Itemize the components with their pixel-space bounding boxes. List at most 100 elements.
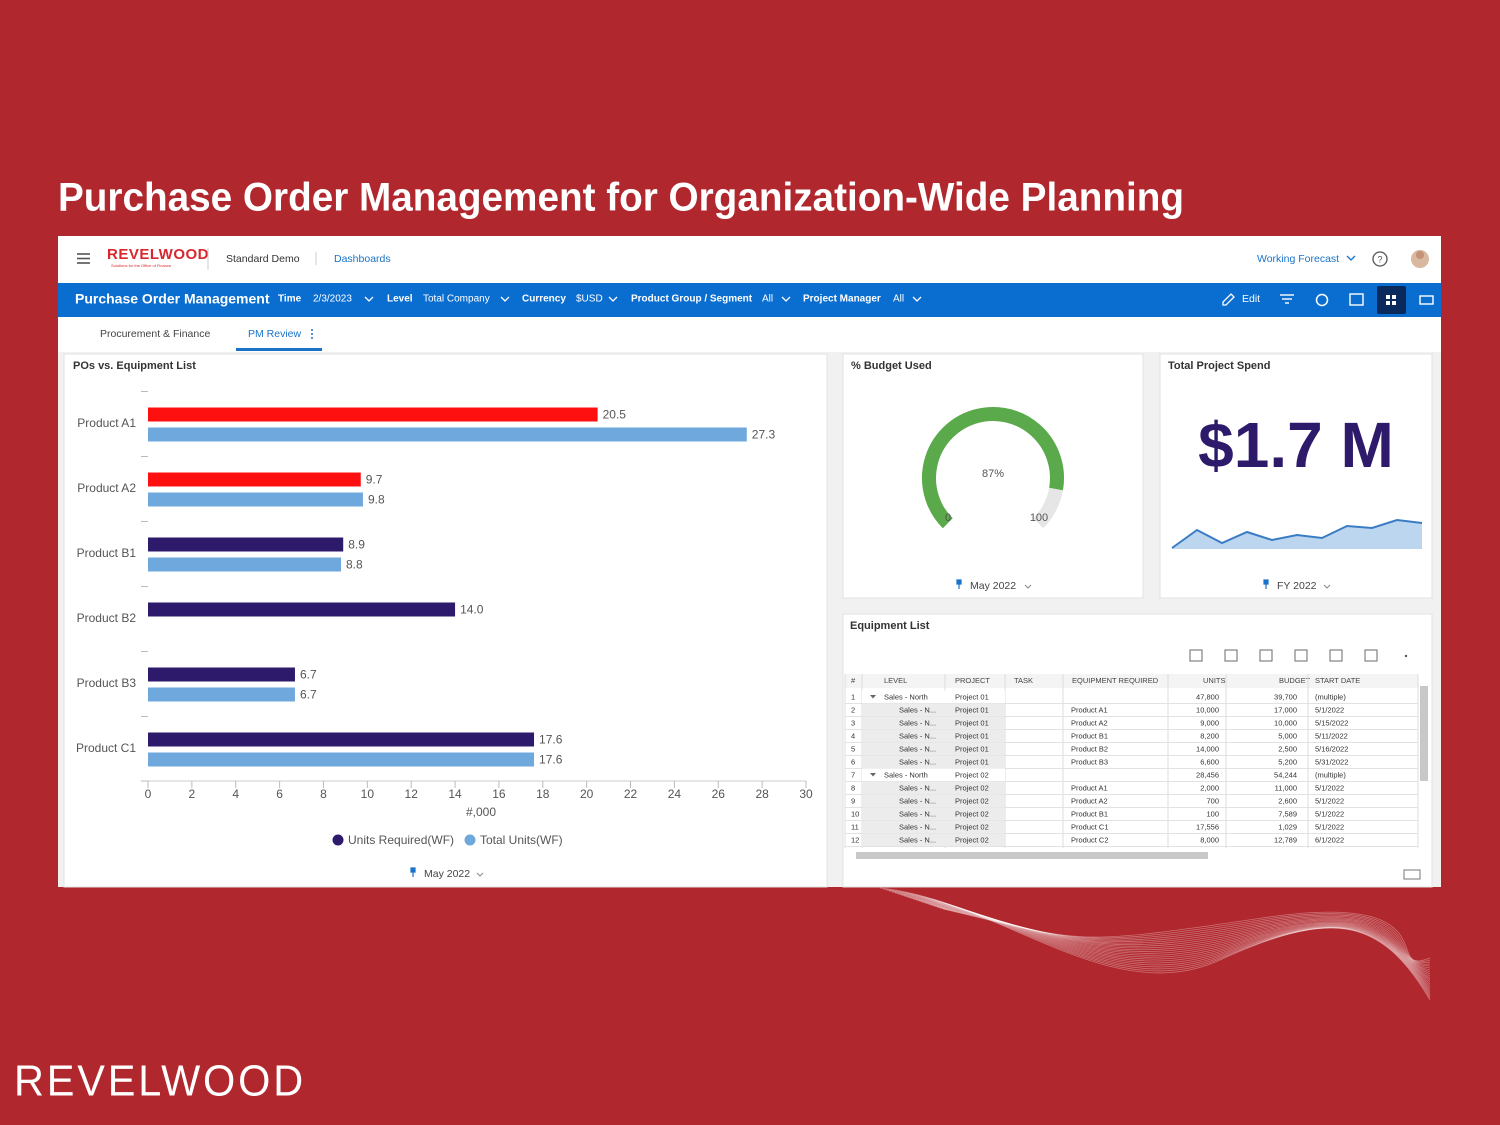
- row-bg: [862, 781, 1005, 795]
- x-tick-label: 30: [799, 787, 813, 801]
- tab-menu[interactable]: [311, 329, 313, 339]
- h-scrollbar[interactable]: [856, 852, 1208, 859]
- table-cell: 5/16/2022: [1315, 744, 1348, 753]
- column-header[interactable]: BUDGET: [1279, 676, 1311, 685]
- chevron[interactable]: [500, 296, 510, 302]
- table-cell: Product C2: [1071, 835, 1109, 844]
- table-cell: Sales - N...: [899, 809, 936, 818]
- table-header-bg: [845, 674, 1418, 688]
- legend-label[interactable]: Total Units(WF): [480, 833, 563, 847]
- table-cell: Product A1: [1071, 783, 1108, 792]
- column-header[interactable]: PROJECT: [955, 676, 990, 685]
- filter-value[interactable]: Total Company: [423, 294, 490, 305]
- expand-toggle[interactable]: [870, 773, 876, 777]
- x-tick-label: 18: [536, 787, 550, 801]
- y-tick-label: Product A2: [77, 481, 136, 495]
- x-tick-label: 28: [755, 787, 769, 801]
- panel-title: Equipment List: [850, 620, 930, 632]
- x-tick-label: 24: [668, 787, 682, 801]
- table-cell: 7,589: [1278, 809, 1297, 818]
- more-icon[interactable]: [1404, 654, 1408, 658]
- gauge-chart: 87% 0 100 May 2022: [922, 407, 1064, 592]
- table-tool-icon[interactable]: [1294, 649, 1308, 662]
- table-cell: Project 02: [955, 796, 989, 805]
- row-bg: [862, 820, 1005, 834]
- table-cell: 8: [851, 783, 855, 792]
- chevron[interactable]: [912, 296, 922, 302]
- filter-value[interactable]: $USD: [576, 294, 603, 305]
- table-cell: 14,000: [1196, 744, 1219, 753]
- x-tick-label: 14: [448, 787, 462, 801]
- value-label: 17.6: [539, 733, 563, 747]
- value-label: 9.7: [366, 473, 383, 487]
- column-header[interactable]: START DATE: [1315, 676, 1360, 685]
- layout-button[interactable]: [1377, 286, 1406, 314]
- filter-icon[interactable]: [1280, 294, 1294, 304]
- chevron[interactable]: [608, 296, 618, 302]
- table-cell: 5/1/2022: [1315, 809, 1344, 818]
- table-tool-icon[interactable]: [1189, 649, 1203, 662]
- table-cell: Project 01: [955, 744, 989, 753]
- column-header[interactable]: TASK: [1014, 676, 1033, 685]
- table-tool-icon[interactable]: [1259, 649, 1273, 662]
- tab-active[interactable]: PM Review: [248, 328, 302, 340]
- table-cell: 17,556: [1196, 822, 1219, 831]
- chevron[interactable]: [781, 296, 791, 302]
- v-scrollbar[interactable]: [1420, 686, 1428, 781]
- wave-line: [933, 905, 1431, 965]
- bar: [148, 557, 342, 572]
- table-cell: Sales - N...: [899, 718, 936, 727]
- table-cell: 28,456: [1196, 770, 1219, 779]
- table-cell: 17,000: [1274, 705, 1297, 714]
- column-header[interactable]: EQUIPMENT REQUIRED: [1072, 676, 1159, 685]
- filter-label: Currency: [522, 294, 566, 305]
- edit-icon[interactable]: [1222, 293, 1235, 306]
- present-icon[interactable]: [1419, 295, 1434, 305]
- grid-icon: [1386, 295, 1396, 305]
- panel-footer[interactable]: May 2022: [970, 580, 1016, 592]
- panel: [63, 353, 828, 888]
- column-header[interactable]: #: [851, 676, 856, 685]
- keyboard-icon[interactable]: [1403, 869, 1421, 880]
- app-logo: REVELWOOD: [107, 246, 209, 263]
- breadcrumb-link[interactable]: Dashboards: [334, 253, 391, 265]
- legend-marker: [464, 834, 476, 846]
- filter-value[interactable]: All: [762, 294, 773, 305]
- snapshot-icon[interactable]: [1349, 293, 1364, 306]
- chevron[interactable]: [1346, 255, 1356, 261]
- wave-line: [903, 895, 1431, 985]
- table-cell: 5/1/2022: [1315, 822, 1344, 831]
- filter-value[interactable]: All: [893, 294, 904, 305]
- legend-label[interactable]: Units Required(WF): [348, 833, 454, 847]
- filter-value[interactable]: 2/3/2023: [313, 294, 352, 305]
- table-cell: 9,000: [1200, 718, 1219, 727]
- column-header[interactable]: UNITS: [1203, 676, 1226, 685]
- refresh-icon[interactable]: [1315, 293, 1329, 307]
- wave-line: [921, 901, 1431, 973]
- table-tool-icon[interactable]: [1224, 649, 1238, 662]
- bar: [148, 472, 361, 487]
- scenario-selector[interactable]: Working Forecast: [1257, 253, 1339, 265]
- table-cell: 8,000: [1200, 835, 1219, 844]
- table-cell: Product B3: [1071, 757, 1108, 766]
- spend-kpi: $1.7 M FY 2022: [1171, 409, 1423, 592]
- panel-footer[interactable]: FY 2022: [1277, 580, 1317, 592]
- value-label: 9.8: [368, 493, 385, 507]
- table-cell: Project 02: [955, 770, 989, 779]
- table-tool-icon[interactable]: [1329, 649, 1343, 662]
- hamburger-icon[interactable]: [77, 253, 90, 264]
- panel-title: % Budget Used: [851, 360, 932, 372]
- tab[interactable]: Procurement & Finance: [100, 328, 210, 340]
- panel-footer[interactable]: May 2022: [424, 868, 470, 880]
- help-icon[interactable]: [1372, 251, 1388, 267]
- edit-button[interactable]: Edit: [1242, 293, 1260, 305]
- pin-icon: [956, 579, 962, 589]
- chevron[interactable]: [364, 296, 374, 302]
- table-tool-icon[interactable]: [1364, 649, 1378, 662]
- column-header[interactable]: LEVEL: [884, 676, 907, 685]
- bar: [148, 687, 295, 702]
- legend-marker: [332, 834, 344, 846]
- expand-toggle[interactable]: [870, 695, 876, 699]
- table-cell: 10: [851, 809, 859, 818]
